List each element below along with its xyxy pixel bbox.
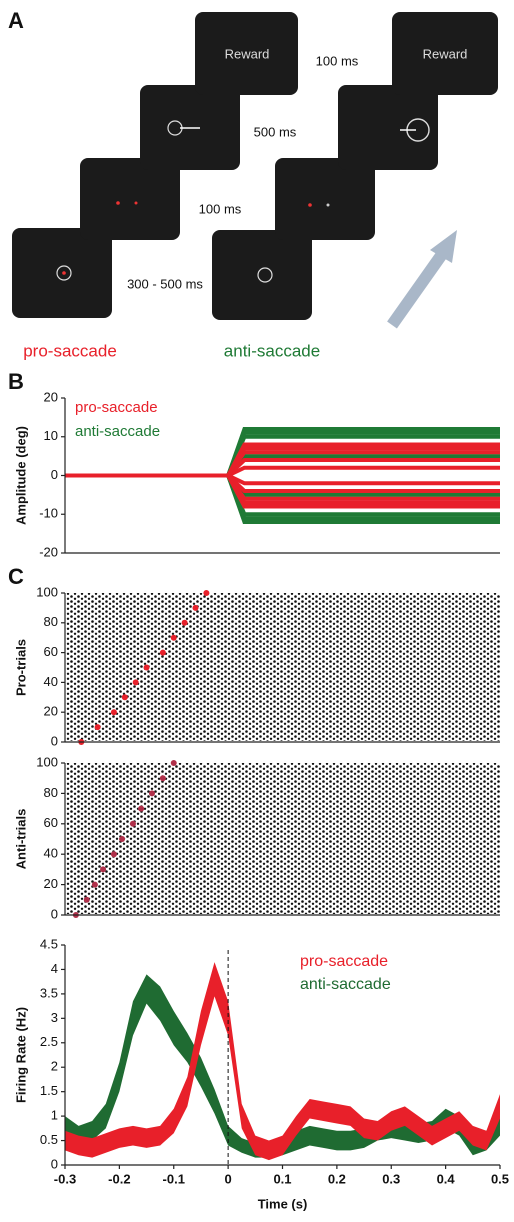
y-tick-label: -20 — [39, 544, 58, 559]
reward-label: Reward — [225, 46, 270, 61]
y-tick-label: 2.5 — [40, 1034, 58, 1049]
legend-label: pro-saccade — [300, 953, 388, 970]
y-tick-label: 3.5 — [40, 985, 58, 1000]
y-tick-label: 2 — [51, 1059, 58, 1074]
delay-label: 100 ms — [199, 201, 242, 216]
y-tick-label: 0 — [51, 906, 58, 921]
x-tick-label: 0.2 — [328, 1171, 346, 1186]
y-tick-label: 60 — [44, 815, 58, 830]
y-tick-label: 20 — [44, 389, 58, 404]
x-tick-label: 0 — [225, 1171, 232, 1186]
screen — [392, 12, 498, 95]
y-axis-label: Firing Rate (Hz) — [13, 1007, 28, 1103]
y-tick-label: 0 — [51, 733, 58, 748]
saccade-marker — [170, 760, 177, 766]
saccade-marker — [138, 805, 145, 812]
delay-label: 500 ms — [254, 124, 297, 139]
y-tick-label: 100 — [36, 584, 58, 599]
dot — [116, 201, 120, 205]
dot — [326, 203, 330, 207]
delay-label: 100 ms — [316, 53, 359, 68]
trace — [65, 442, 500, 478]
y-tick-label: 60 — [44, 644, 58, 659]
saccade-marker — [143, 664, 150, 671]
saccade-marker — [110, 851, 117, 858]
screen — [195, 12, 298, 95]
y-axis-label: Pro-trials — [13, 639, 28, 696]
y-tick-label: 80 — [44, 785, 58, 800]
y-tick-label: 1.5 — [40, 1083, 58, 1098]
saccade-marker — [192, 604, 199, 611]
y-axis-label: Amplitude (deg) — [13, 426, 28, 525]
condition-label: anti-saccade — [224, 341, 320, 360]
saccade-marker — [83, 896, 90, 903]
dot — [308, 203, 312, 207]
screen — [212, 230, 312, 320]
fixation — [56, 265, 72, 281]
y-tick-label: 0 — [51, 467, 58, 482]
task-schematic: Reward Reward 300 - 500 ms 100 ms 500 ms… — [12, 12, 498, 360]
saccade-marker — [121, 694, 128, 701]
rate-band — [65, 962, 500, 1161]
legend-label: anti-saccade — [75, 423, 160, 440]
y-tick-label: 20 — [44, 704, 58, 719]
panel-label: A — [8, 8, 24, 33]
fixation — [257, 267, 273, 283]
saccade-marker — [159, 775, 166, 782]
spike-raster — [66, 763, 500, 914]
saccade-marker — [110, 709, 117, 716]
fixation-dot — [62, 271, 66, 275]
screen — [80, 158, 180, 240]
saccade-marker — [159, 649, 166, 656]
y-axis-label: Anti-trials — [13, 809, 28, 870]
panel-label: C — [8, 564, 24, 589]
y-tick-label: 4 — [51, 961, 58, 976]
saccade-marker — [203, 590, 210, 596]
y-tick-label: 10 — [44, 428, 58, 443]
saccade-marker — [91, 881, 98, 888]
saccade-marker — [100, 866, 107, 873]
x-tick-label: -0.3 — [54, 1171, 76, 1186]
saccade-marker — [170, 634, 177, 641]
y-tick-label: 3 — [51, 1010, 58, 1025]
spike-raster — [66, 593, 500, 741]
y-tick-label: 20 — [44, 876, 58, 891]
x-tick-label: -0.1 — [163, 1171, 185, 1186]
time-arrow-head — [430, 230, 457, 263]
saccade-marker — [181, 619, 188, 626]
x-axis-label: Time (s) — [258, 1196, 308, 1211]
saccade-marker — [149, 790, 155, 797]
saccade-marker — [119, 836, 126, 842]
x-tick-label: -0.2 — [108, 1171, 130, 1186]
y-tick-label: 40 — [44, 674, 58, 689]
dot — [134, 201, 138, 205]
y-tick-label: -10 — [39, 506, 58, 521]
x-tick-label: 0.5 — [491, 1171, 509, 1186]
saccade-marker — [129, 820, 136, 827]
legend-label: anti-saccade — [300, 976, 391, 993]
screen — [338, 85, 438, 170]
y-tick-label: 1 — [51, 1108, 58, 1123]
reward-label: Reward — [423, 46, 468, 61]
saccade-marker — [132, 679, 139, 686]
delay-label: 300 - 500 ms — [127, 276, 203, 291]
y-tick-label: 0.5 — [40, 1132, 58, 1147]
rate-band — [65, 974, 500, 1158]
saccade-marker — [94, 724, 101, 731]
y-tick-label: 4.5 — [40, 936, 58, 951]
time-arrow — [387, 246, 450, 329]
panel-label: B — [8, 369, 24, 394]
x-tick-label: 0.1 — [273, 1171, 291, 1186]
y-tick-label: 0 — [51, 1156, 58, 1171]
screen — [275, 158, 375, 240]
legend-label: pro-saccade — [75, 399, 158, 416]
y-tick-label: 80 — [44, 614, 58, 629]
x-tick-label: 0.3 — [382, 1171, 400, 1186]
screen — [12, 228, 112, 318]
x-tick-label: 0.4 — [437, 1171, 456, 1186]
y-tick-label: 100 — [36, 754, 58, 769]
condition-label: pro-saccade — [23, 341, 117, 360]
y-tick-label: 40 — [44, 846, 58, 861]
